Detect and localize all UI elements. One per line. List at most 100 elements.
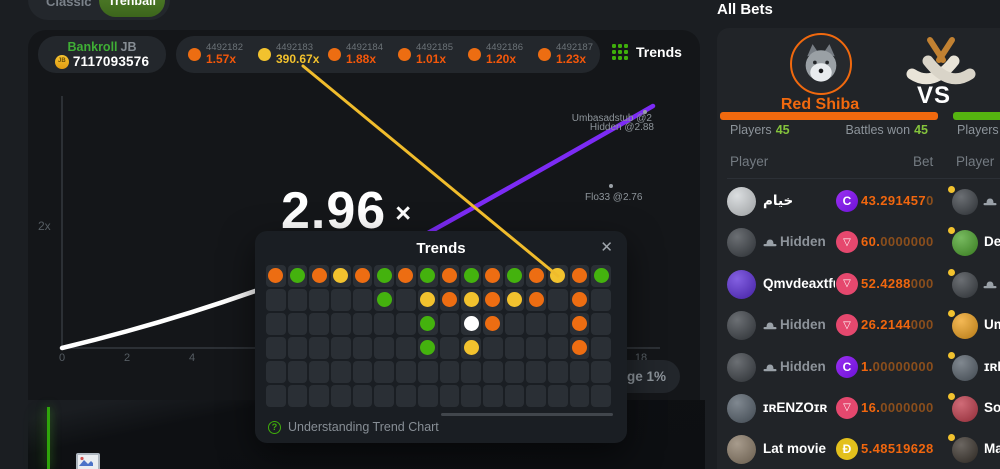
tab-trenball[interactable]: Trenball bbox=[99, 0, 165, 17]
trend-cell[interactable] bbox=[569, 289, 590, 311]
trend-cell[interactable] bbox=[526, 385, 546, 407]
trend-cell[interactable] bbox=[331, 337, 351, 359]
trend-cell[interactable] bbox=[374, 289, 395, 311]
trend-cell[interactable] bbox=[482, 361, 503, 383]
trend-cell[interactable] bbox=[461, 265, 481, 287]
trend-cell[interactable] bbox=[287, 265, 308, 287]
trend-cell[interactable] bbox=[417, 385, 438, 407]
trend-cell[interactable] bbox=[374, 313, 395, 335]
trend-cell[interactable] bbox=[417, 289, 438, 311]
trend-cell[interactable] bbox=[504, 313, 525, 335]
trend-cell[interactable] bbox=[396, 361, 416, 383]
trend-cell[interactable] bbox=[309, 265, 330, 287]
trend-cell[interactable] bbox=[547, 265, 568, 287]
trend-cell[interactable] bbox=[309, 361, 330, 383]
trend-cell[interactable] bbox=[287, 337, 308, 359]
trend-cell[interactable] bbox=[331, 289, 351, 311]
trend-cell[interactable] bbox=[439, 313, 460, 335]
trend-cell[interactable] bbox=[266, 361, 286, 383]
trend-cell[interactable] bbox=[569, 361, 590, 383]
trend-cell[interactable] bbox=[526, 265, 546, 287]
trend-cell[interactable] bbox=[461, 313, 481, 335]
trend-cell[interactable] bbox=[396, 385, 416, 407]
bankroll-pill[interactable]: Bankroll JB JB 7117093576 bbox=[38, 36, 166, 73]
bet-row[interactable]: Hidden ▽ 26.2144000 Um bbox=[717, 305, 1000, 346]
trend-cell[interactable] bbox=[352, 361, 373, 383]
round-badge[interactable]: 4492183 390.67x bbox=[258, 42, 319, 67]
trend-cell[interactable] bbox=[482, 289, 503, 311]
trends-button[interactable]: Trends bbox=[612, 44, 682, 60]
trend-cell[interactable] bbox=[352, 265, 373, 287]
trend-cell[interactable] bbox=[482, 313, 503, 335]
trend-cell[interactable] bbox=[287, 289, 308, 311]
trend-cell[interactable] bbox=[569, 265, 590, 287]
trend-cell[interactable] bbox=[266, 385, 286, 407]
trend-cell[interactable] bbox=[266, 337, 286, 359]
bet-row[interactable]: خيام C 43.2914570 H bbox=[717, 181, 1000, 222]
trend-cell[interactable] bbox=[461, 337, 481, 359]
trend-cell[interactable] bbox=[396, 265, 416, 287]
trend-cell[interactable] bbox=[266, 289, 286, 311]
trend-cell[interactable] bbox=[374, 265, 395, 287]
trend-cell[interactable] bbox=[482, 265, 503, 287]
trend-cell[interactable] bbox=[374, 385, 395, 407]
trend-cell[interactable] bbox=[591, 337, 611, 359]
trend-cell[interactable] bbox=[526, 337, 546, 359]
trend-cell[interactable] bbox=[396, 289, 416, 311]
trend-cell[interactable] bbox=[439, 265, 460, 287]
trend-cell[interactable] bbox=[547, 313, 568, 335]
trend-cell[interactable] bbox=[417, 313, 438, 335]
trend-cell[interactable] bbox=[439, 361, 460, 383]
trend-cell[interactable] bbox=[287, 385, 308, 407]
trend-cell[interactable] bbox=[331, 385, 351, 407]
trend-cell[interactable] bbox=[526, 361, 546, 383]
trend-cell[interactable] bbox=[526, 289, 546, 311]
round-badge[interactable]: 4492182 1.57x bbox=[188, 42, 245, 67]
trend-cell[interactable] bbox=[504, 337, 525, 359]
trend-cell[interactable] bbox=[309, 337, 330, 359]
trend-cell[interactable] bbox=[482, 337, 503, 359]
trend-cell[interactable] bbox=[352, 337, 373, 359]
trend-cell[interactable] bbox=[309, 289, 330, 311]
trend-cell[interactable] bbox=[309, 313, 330, 335]
trend-help-link[interactable]: ? Understanding Trend Chart bbox=[268, 420, 439, 434]
bet-row[interactable]: Qmvdeaxtful ▽ 52.4288000 H bbox=[717, 264, 1000, 305]
bet-row[interactable]: ɪʀENZOɪʀ ▽ 16.0000000 Soh bbox=[717, 388, 1000, 429]
trend-cell[interactable] bbox=[504, 265, 525, 287]
trend-cell[interactable] bbox=[526, 313, 546, 335]
trend-cell[interactable] bbox=[352, 313, 373, 335]
round-badge[interactable]: 4492187 1.23x bbox=[538, 42, 595, 67]
trend-cell[interactable] bbox=[569, 337, 590, 359]
trend-cell[interactable] bbox=[591, 313, 611, 335]
trend-cell[interactable] bbox=[417, 337, 438, 359]
trend-cell[interactable] bbox=[461, 289, 481, 311]
trend-cell[interactable] bbox=[417, 265, 438, 287]
tab-classic[interactable]: Classic bbox=[46, 0, 92, 9]
trend-cell[interactable] bbox=[439, 385, 460, 407]
trend-cell[interactable] bbox=[331, 265, 351, 287]
trend-cell[interactable] bbox=[547, 385, 568, 407]
trend-cell[interactable] bbox=[417, 361, 438, 383]
trend-cell[interactable] bbox=[331, 361, 351, 383]
round-badge[interactable]: 4492185 1.01x bbox=[398, 42, 455, 67]
trend-cell[interactable] bbox=[461, 385, 481, 407]
trend-cell[interactable] bbox=[547, 289, 568, 311]
trend-grid-scrollbar[interactable] bbox=[441, 413, 613, 416]
bet-row[interactable]: Hidden C 1.00000000 ɪʀEN bbox=[717, 347, 1000, 388]
trend-cell[interactable] bbox=[591, 385, 611, 407]
trend-cell[interactable] bbox=[352, 289, 373, 311]
trend-cell[interactable] bbox=[547, 361, 568, 383]
trend-cell[interactable] bbox=[396, 313, 416, 335]
trend-cell[interactable] bbox=[331, 313, 351, 335]
trend-cell[interactable] bbox=[547, 337, 568, 359]
trend-cell[interactable] bbox=[439, 289, 460, 311]
trend-cell[interactable] bbox=[504, 385, 525, 407]
trend-cell[interactable] bbox=[482, 385, 503, 407]
trend-cell[interactable] bbox=[352, 385, 373, 407]
bet-row[interactable]: Lat movie Ð 5.48519628 Mad bbox=[717, 429, 1000, 469]
round-badge[interactable]: 4492184 1.88x bbox=[328, 42, 385, 67]
trend-cell[interactable] bbox=[504, 361, 525, 383]
trend-cell[interactable] bbox=[396, 337, 416, 359]
trend-cell[interactable] bbox=[309, 385, 330, 407]
trend-cell[interactable] bbox=[569, 385, 590, 407]
